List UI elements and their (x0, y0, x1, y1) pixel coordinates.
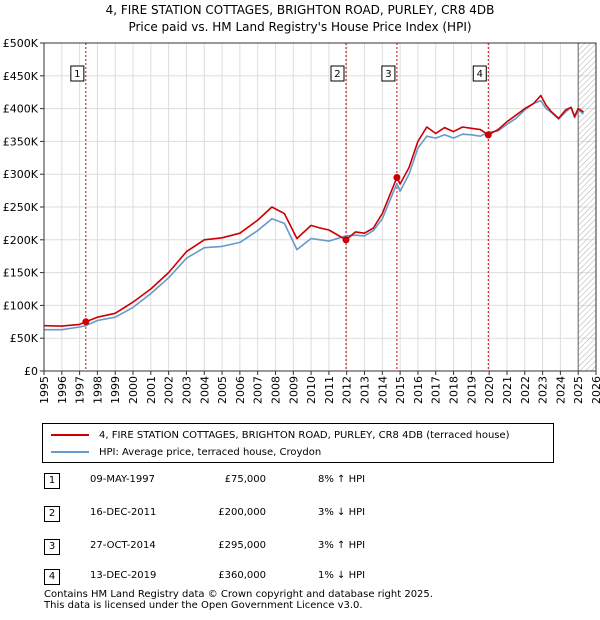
x-tick-label: 1995 (38, 376, 51, 404)
sale-annotation-label: 1 (74, 69, 80, 80)
sale-points (82, 131, 492, 326)
grid (43, 42, 597, 372)
sale-point (342, 236, 350, 244)
x-tick-label: 2010 (305, 376, 318, 404)
footer-line-1: Contains HM Land Registry data © Crown c… (44, 589, 433, 600)
sale-row: 4 13-DEC-2019 £360,000 1% ↓ HPI (0, 566, 600, 588)
sale-price: £295,000 (218, 540, 266, 551)
legend-item-property: 4, FIRE STATION COTTAGES, BRIGHTON ROAD,… (51, 428, 510, 442)
x-tick-label: 2000 (127, 376, 140, 404)
x-tick-label: 2025 (572, 376, 585, 404)
sale-number: 1 (44, 473, 60, 489)
x-tick-label: 2014 (376, 376, 389, 404)
hpi-line (44, 99, 584, 331)
x-tick-label: 2012 (341, 376, 354, 404)
x-tick-label: 2023 (537, 376, 550, 404)
axes: £0 £50K £100K £150K £200K £250K £300K £350K £400… (3, 37, 600, 404)
x-tick-label: 2015 (394, 376, 407, 404)
sale-date: 13-DEC-2019 (90, 570, 157, 581)
hatched-region (578, 43, 596, 371)
y-tick-label: £0 (24, 365, 38, 378)
sale-number: 2 (44, 506, 60, 522)
y-tick-label: £350K (3, 135, 39, 148)
x-tick-label: 2007 (252, 376, 265, 404)
x-tick-label: 1999 (109, 376, 122, 404)
sale-annotation-box (330, 65, 345, 82)
x-tick-label: 2004 (198, 376, 211, 404)
future-hatch (577, 43, 596, 371)
x-tick-label: 2001 (145, 376, 158, 404)
x-tick-label: 2011 (323, 376, 336, 404)
legend-hpi-label: HPI: Average price, terraced house, Croy… (99, 446, 322, 458)
sale-point (484, 131, 492, 139)
sale-annotation-box (472, 65, 487, 82)
x-tick-label: 2020 (483, 376, 496, 404)
x-tick-label: 2019 (465, 376, 478, 404)
x-tick-label: 2021 (501, 376, 514, 404)
sale-annotation-label: 3 (385, 69, 391, 80)
y-tick-label: £500K (3, 37, 39, 50)
sale-hpi-diff: 3% ↑ HPI (318, 540, 366, 551)
footer-line-2: This data is licensed under the Open Gov… (44, 600, 363, 611)
sale-point (393, 173, 401, 181)
sale-price: £360,000 (218, 570, 266, 581)
x-tick-label: 2017 (430, 376, 443, 404)
sale-hpi-diff: 3% ↓ HPI (318, 507, 366, 518)
legend-property-label: 4, FIRE STATION COTTAGES, BRIGHTON ROAD,… (99, 429, 510, 441)
x-tick-label: 2008 (269, 376, 282, 404)
y-tick-label: £300K (3, 168, 39, 181)
x-tick-label: 2003 (180, 376, 193, 404)
y-tick-label: £450K (3, 70, 39, 83)
sale-annotation-label: 2 (334, 69, 340, 80)
title-line-1: 4, FIRE STATION COTTAGES, BRIGHTON ROAD,… (105, 3, 495, 17)
sale-date: 09-MAY-1997 (90, 474, 156, 485)
sale-hpi-diff: 8% ↑ HPI (318, 474, 366, 485)
y-tick-label: £400K (3, 103, 39, 116)
sale-annotation-label: 4 (477, 69, 483, 80)
x-tick-label: 2018 (448, 376, 461, 404)
price-chart: 1 2 3 4 £0 £50K £100K £150K £200K £250K £300K £350… (3, 37, 600, 404)
title-line-2: Price paid vs. HM Land Registry's House … (128, 20, 472, 34)
sale-point (82, 318, 90, 326)
y-tick-label: £100K (3, 299, 39, 312)
x-tick-label: 2009 (287, 376, 300, 404)
x-tick-label: 1997 (74, 376, 87, 404)
sale-date: 16-DEC-2011 (90, 507, 157, 518)
sale-annotations: 1 2 3 4 (70, 65, 487, 82)
x-tick-label: 2022 (519, 376, 532, 404)
y-tick-label: £200K (3, 234, 39, 247)
x-tick-label: 2026 (590, 376, 600, 404)
sale-number: 4 (44, 569, 60, 585)
sale-price: £200,000 (218, 507, 266, 518)
sale-price: £75,000 (224, 474, 266, 485)
sale-annotation-box (381, 65, 396, 82)
x-tick-label: 2005 (216, 376, 229, 404)
x-tick-label: 1998 (91, 376, 104, 404)
legend: 4, FIRE STATION COTTAGES, BRIGHTON ROAD,… (42, 423, 554, 463)
sale-date: 27-OCT-2014 (90, 540, 156, 551)
sale-row: 2 16-DEC-2011 £200,000 3% ↓ HPI (0, 503, 600, 525)
y-tick-label: £250K (3, 201, 39, 214)
sale-row: 1 09-MAY-1997 £75,000 8% ↑ HPI (0, 470, 600, 492)
legend-hpi-line (51, 451, 89, 453)
sale-number: 3 (44, 539, 60, 555)
sale-annotation-box (70, 65, 85, 82)
y-tick-label: £50K (10, 332, 39, 345)
chart-title: 4, FIRE STATION COTTAGES, BRIGHTON ROAD,… (0, 2, 600, 36)
sale-marker-lines (85, 43, 489, 371)
legend-item-hpi: HPI: Average price, terraced house, Croy… (51, 445, 321, 459)
sale-hpi-diff: 1% ↓ HPI (318, 570, 366, 581)
legend-property-line (51, 434, 89, 436)
y-tick-label: £150K (3, 267, 39, 280)
x-tick-label: 1996 (56, 376, 69, 404)
x-tick-label: 2024 (554, 376, 567, 404)
x-tick-label: 2006 (234, 376, 247, 404)
x-tick-label: 2013 (359, 376, 372, 404)
footer: Contains HM Land Registry data © Crown c… (44, 589, 433, 611)
x-tick-label: 2016 (412, 376, 425, 404)
x-tick-label: 2002 (163, 376, 176, 404)
sale-row: 3 27-OCT-2014 £295,000 3% ↑ HPI (0, 536, 600, 558)
